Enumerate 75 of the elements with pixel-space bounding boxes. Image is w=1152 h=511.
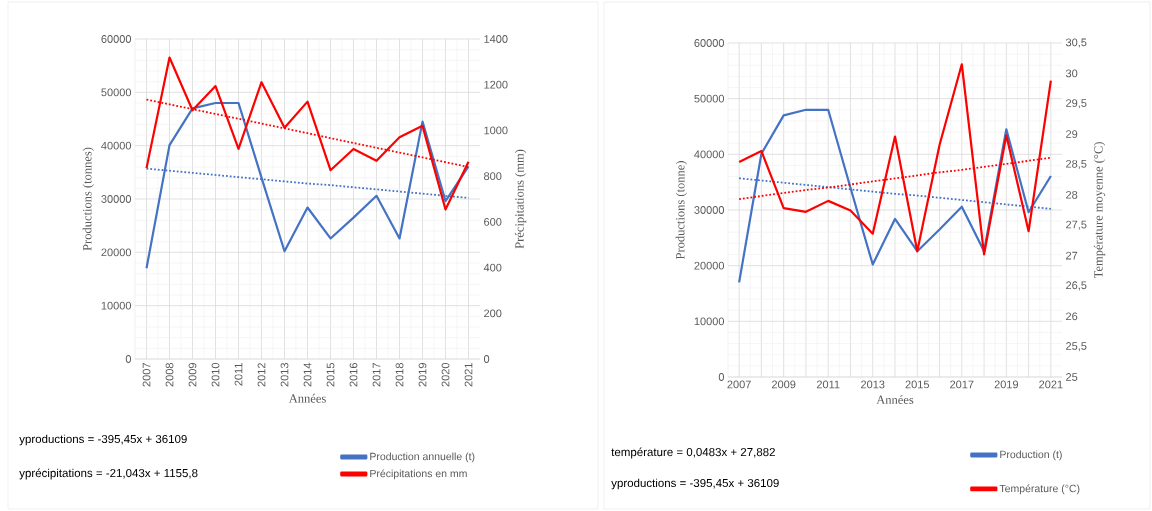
line-series xyxy=(145,56,470,211)
y2-tick-label: 29,5 xyxy=(1066,99,1087,109)
x-tick-label: 2009 xyxy=(188,363,197,387)
y2-tick-label: 28 xyxy=(1066,190,1078,199)
legend-label: Production annuelle (t) xyxy=(370,452,475,463)
x-tick-label: 2014 xyxy=(303,362,312,387)
y2-tick-label: 28,5 xyxy=(1066,159,1087,169)
y2-tick-label: 26 xyxy=(1066,312,1078,321)
text: yproductions = -395,45x + 36109 xyxy=(19,434,187,446)
x-tick-label: 2017 xyxy=(372,363,381,387)
legend-label: Production (t) xyxy=(1000,450,1062,461)
x-tick-label: 2013 xyxy=(861,380,885,389)
y2-tick-label: 27 xyxy=(1066,251,1078,260)
line-series xyxy=(738,108,1052,284)
y2-tick-label: 1000 xyxy=(484,126,508,135)
y-tick-label: 40000 xyxy=(101,141,132,150)
x-tick-label: 2021 xyxy=(1039,380,1063,389)
y-tick-label: 60000 xyxy=(101,35,132,43)
x-tick-label: 2018 xyxy=(395,363,404,387)
y2-tick-label: 600 xyxy=(484,217,502,226)
y2-tick-label: 800 xyxy=(484,172,502,181)
y2-tick-label: 25,5 xyxy=(1066,342,1087,352)
legend-label: Précipitations en mm xyxy=(370,469,467,480)
x-tick-label: 2013 xyxy=(280,363,289,387)
x-tick-label: 2016 xyxy=(349,363,358,387)
x-tick-label: 2012 xyxy=(257,363,266,387)
x-tick-label: 2010 xyxy=(211,362,220,387)
y-tick-label: 50000 xyxy=(694,94,725,103)
x-tick-label: 2020 xyxy=(441,362,450,387)
line-series xyxy=(738,63,1052,256)
y-axis-title: Productions (tonne) xyxy=(675,161,688,260)
x-tick-label: 2019 xyxy=(418,363,427,387)
x-tick-label: 2007 xyxy=(142,363,151,387)
y-tick-label: 0 xyxy=(718,373,725,381)
y-tick-label: 0 xyxy=(125,355,132,363)
y2-tick-label: 30 xyxy=(1065,69,1078,78)
x-tick-label: 2008 xyxy=(165,363,174,387)
text: yproductions = -395,45x + 36109 xyxy=(611,478,779,490)
y-tick-label: 40000 xyxy=(694,150,725,159)
y2-tick-label: 29 xyxy=(1066,130,1078,138)
x-axis-title: Années xyxy=(288,393,326,403)
x-tick-label: 2015 xyxy=(905,380,930,389)
x-tick-label: 2011 xyxy=(816,380,840,389)
y-tick-label: 50000 xyxy=(101,88,132,97)
y2-tick-label: 30,5 xyxy=(1065,38,1087,48)
x-tick-label: 2015 xyxy=(326,363,335,387)
text: yprécipitations = -21,043x + 1155,8 xyxy=(19,468,198,480)
x-tick-label: 2021 xyxy=(464,363,473,387)
y2-tick-label: 1200 xyxy=(484,80,508,89)
x-axis-title: Années xyxy=(876,395,914,404)
y2-tick-label: 0 xyxy=(483,355,490,363)
y2-tick-label: 26,5 xyxy=(1066,281,1087,291)
y-tick-label: 10000 xyxy=(694,317,725,326)
y2-tick-label: 400 xyxy=(483,263,502,272)
y-tick-label: 20000 xyxy=(694,261,725,270)
y-tick-label: 20000 xyxy=(101,248,132,257)
y2-tick-label: 25 xyxy=(1066,373,1078,381)
y-tick-label: 30000 xyxy=(101,195,132,203)
legend-label: Température (°C) xyxy=(999,484,1080,495)
x-tick-label: 2019 xyxy=(994,380,1019,389)
y2-tick-label: 1400 xyxy=(484,35,508,43)
y-tick-label: 60000 xyxy=(694,39,725,47)
y-tick-label: 30000 xyxy=(694,206,725,214)
y-tick-label: 10000 xyxy=(101,301,132,310)
y2-tick-label: 27,5 xyxy=(1066,220,1087,230)
y-axis-title: Productions (tonnes) xyxy=(82,147,95,251)
x-tick-label: 2017 xyxy=(950,380,974,389)
y2-axis-title: Précipitations (mm) xyxy=(514,149,527,249)
y2-axis-title: Température moyenne (°C) xyxy=(1093,142,1106,279)
x-tick-label: 2007 xyxy=(727,380,751,389)
x-tick-label: 2009 xyxy=(771,380,796,389)
text: température = 0,0483x + 27,882 xyxy=(611,447,775,459)
line-series xyxy=(145,101,470,270)
x-tick-label: 2011 xyxy=(234,363,243,386)
y2-tick-label: 200 xyxy=(484,309,502,318)
